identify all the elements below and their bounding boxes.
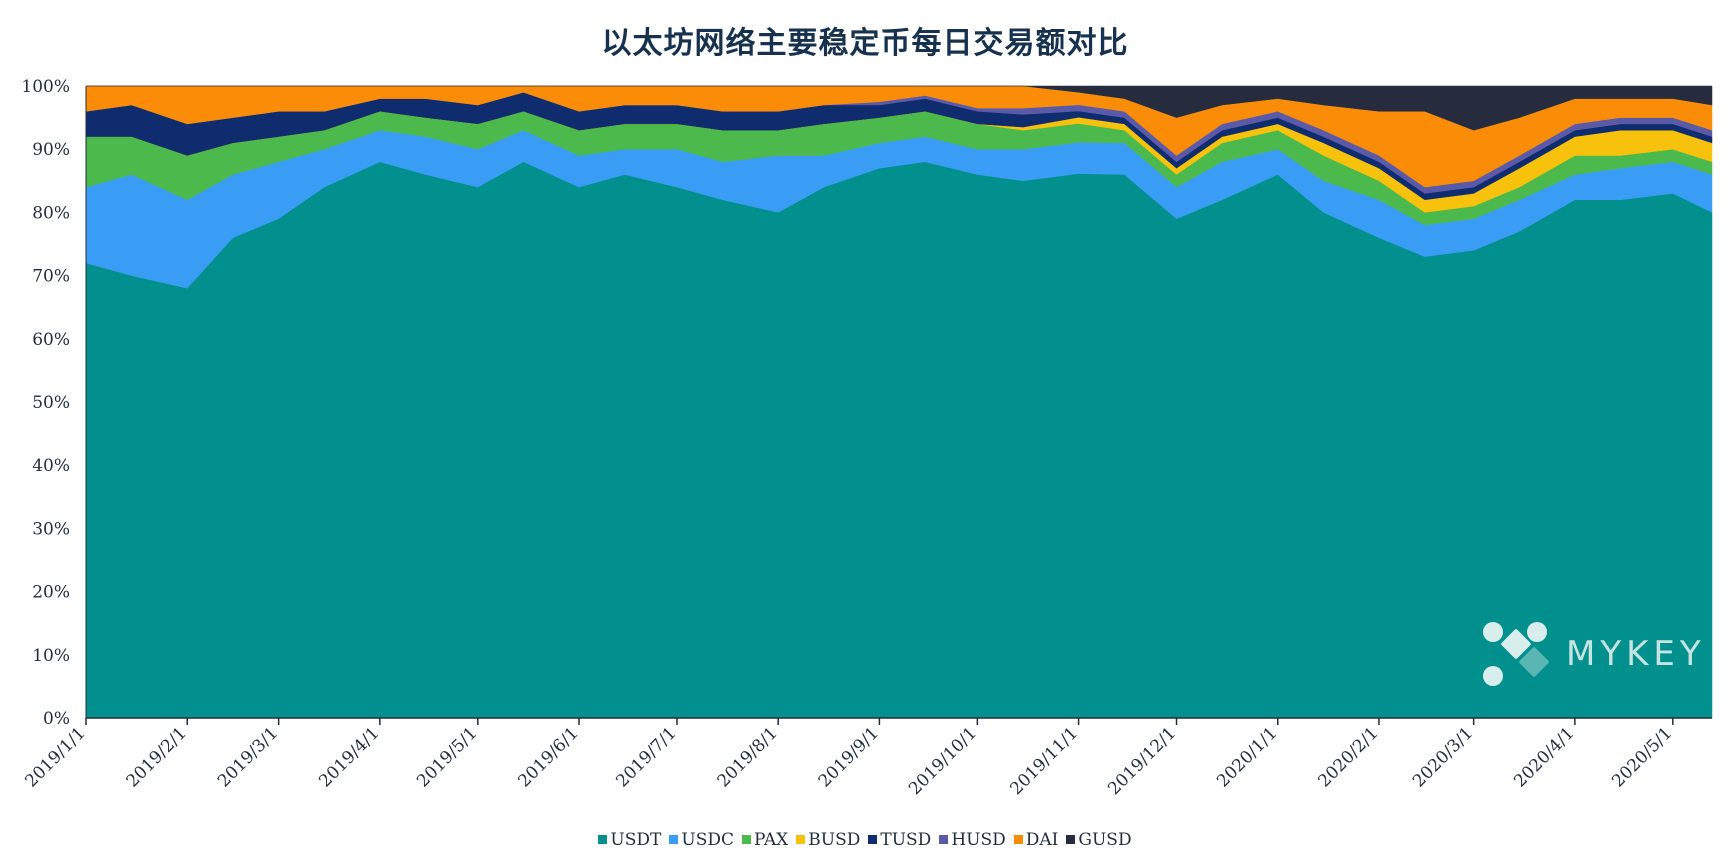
- y-tick-labels: 0% 10% 20% 30% 40% 50% 60% 70% 80% 90% 100%: [21, 77, 70, 729]
- axes: [85, 86, 1712, 719]
- x-tick-label: 2019/7/1: [612, 723, 680, 791]
- mykey-logo-icon: [1483, 622, 1549, 686]
- x-tick-label: 2019/4/1: [315, 723, 383, 791]
- legend-label: BUSD: [808, 830, 861, 850]
- legend-swatch: [868, 835, 878, 844]
- x-tick-label: 2020/2/1: [1314, 723, 1382, 791]
- legend-item-husd: HUSD: [939, 830, 1006, 850]
- x-tick-label: 2020/5/1: [1608, 723, 1676, 791]
- x-tick-label: 2019/2/1: [123, 723, 191, 791]
- legend-swatch: [1013, 835, 1023, 844]
- x-tick-label: 2019/1/1: [21, 723, 89, 791]
- legend-swatch: [598, 835, 608, 844]
- x-tick-label: 2019/11/1: [1006, 723, 1082, 799]
- x-tick-label: 2019/10/1: [905, 723, 981, 799]
- x-tick-labels: 2019/1/1 2019/2/1 2019/3/1 2019/4/1 2019/5/1…: [21, 718, 1676, 799]
- legend-swatch: [796, 835, 806, 844]
- legend-item-usdt: USDT: [598, 830, 661, 850]
- legend-label: TUSD: [880, 830, 932, 850]
- chart-title: 以太坊网络主要稳定币每日交易额对比: [601, 26, 1129, 61]
- y-tick-label: 60%: [32, 330, 70, 350]
- y-tick-label: 70%: [32, 267, 70, 287]
- x-tick-label: 2019/6/1: [514, 723, 582, 791]
- legend: USDT USDC PAX BUSD TUSD HUSD DAI GUSD: [0, 830, 1730, 850]
- y-tick-label: 30%: [32, 519, 70, 539]
- legend-item-dai: DAI: [1013, 830, 1059, 850]
- x-tick-label: 2020/1/1: [1213, 723, 1281, 791]
- x-tick-label: 2020/3/1: [1409, 723, 1477, 791]
- legend-label: GUSD: [1078, 830, 1132, 850]
- y-tick-label: 80%: [32, 203, 70, 223]
- legend-swatch: [742, 835, 751, 844]
- y-tick-label: 40%: [32, 456, 70, 476]
- x-tick-label: 2019/8/1: [714, 723, 782, 791]
- y-tick-label: 50%: [32, 393, 70, 413]
- legend-swatch: [669, 835, 679, 844]
- y-tick-label: 90%: [32, 140, 70, 160]
- legend-swatch: [939, 835, 949, 844]
- x-tick-label: 2019/3/1: [214, 723, 282, 791]
- x-tick-label: 2019/12/1: [1104, 723, 1180, 799]
- legend-item-usdc: USDC: [669, 830, 734, 850]
- legend-item-tusd: TUSD: [868, 830, 931, 850]
- y-tick-label: 10%: [32, 646, 70, 666]
- x-tick-label: 2019/5/1: [413, 723, 481, 791]
- legend-label: USDT: [610, 830, 662, 850]
- x-tick-label: 2020/4/1: [1510, 723, 1578, 791]
- legend-item-busd: BUSD: [796, 830, 860, 850]
- area-layers: [85, 85, 1713, 719]
- y-tick-label: 0%: [43, 709, 70, 729]
- legend-label: DAI: [1025, 830, 1059, 850]
- legend-label: HUSD: [951, 830, 1006, 850]
- y-tick-label: 100%: [21, 77, 70, 97]
- y-tick-label: 20%: [32, 583, 70, 603]
- legend-label: USDC: [681, 830, 734, 850]
- legend-item-gusd: GUSD: [1066, 830, 1132, 850]
- x-tick-label: 2019/9/1: [815, 723, 883, 791]
- legend-item-pax: PAX: [742, 830, 788, 850]
- legend-swatch: [1066, 835, 1076, 844]
- watermark-text: MYKEY: [1566, 634, 1706, 674]
- area-gusd: [86, 85, 1713, 131]
- legend-label: PAX: [754, 830, 789, 850]
- watermark: MYKEY: [1483, 622, 1706, 686]
